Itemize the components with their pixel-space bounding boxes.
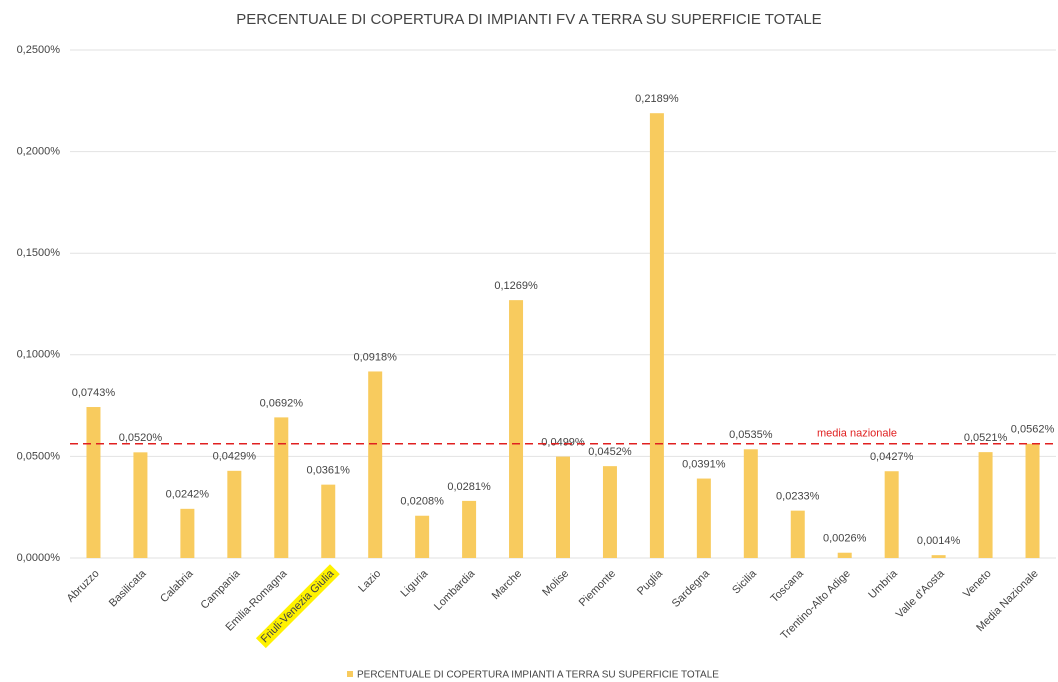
y-tick-label: 0,2500% [17,44,61,56]
x-tick-label: Toscana [768,567,806,605]
y-tick-label: 0,0000% [17,552,61,564]
data-label: 0,2189% [635,93,679,105]
bar [743,449,758,558]
x-tick: Lazio [356,568,383,595]
bar [180,508,195,558]
x-tick: Umbria [866,567,900,601]
bar [602,466,617,558]
x-tick: Friuli-Venezia Giulia [255,564,340,649]
data-label: 0,0281% [447,481,491,493]
x-tick: Toscana [768,567,806,605]
x-tick: Sicilia [730,567,759,596]
x-tick-label: Piemonte [577,568,618,609]
data-label: 0,0692% [260,397,304,409]
x-tick: Liguria [398,567,430,599]
data-label: 0,0233% [776,491,820,503]
x-tick: Marche [490,568,524,602]
x-tick-label: Valle d'Aosta [894,567,948,621]
x-tick-label: Liguria [398,567,430,599]
bar [368,371,383,558]
x-tick: Calabria [158,567,196,605]
data-label: 0,0429% [213,451,257,463]
x-tick-label: Molise [540,568,571,599]
y-tick-label: 0,2000% [17,146,61,158]
data-label: 0,0014% [917,535,961,547]
data-label: 0,0520% [119,432,163,444]
x-tick-label: Umbria [866,567,900,601]
x-tick: Veneto [961,568,994,601]
data-label: 0,0499% [541,437,585,449]
x-tick-label: Lombardia [432,567,478,613]
data-label: 0,1269% [494,280,538,292]
x-tick-label: Puglia [635,567,666,598]
x-tick: Valle d'Aosta [894,567,948,621]
legend-swatch [347,671,353,677]
bar [1025,443,1040,558]
x-tick: Puglia [635,567,666,598]
bar [790,510,805,558]
data-label: 0,0391% [682,458,726,470]
x-tick: Sardegna [670,567,713,610]
x-tick-label: Abruzzo [65,568,102,605]
x-tick: Basilicata [107,567,149,609]
x-tick-label: Sicilia [730,567,759,596]
x-tick-label: Sardegna [670,567,713,610]
data-label: 0,0743% [72,387,116,399]
bar [86,407,101,558]
x-tick: Piemonte [577,568,618,609]
x-tick-label: Marche [490,568,524,602]
bar [321,484,336,558]
x-tick-label: Campania [199,567,244,612]
data-label: 0,0521% [964,432,1008,444]
bar [978,452,993,558]
bar [227,470,242,558]
bar [462,500,477,558]
y-tick-label: 0,1500% [17,247,61,259]
y-tick-label: 0,1000% [17,349,61,361]
bar [931,555,946,558]
data-label: 0,0026% [823,533,867,545]
x-tick-label: Veneto [961,568,994,601]
x-tick: Abruzzo [65,568,102,605]
x-tick: Campania [199,567,244,612]
bar [133,452,148,558]
data-label: 0,0208% [400,496,444,508]
data-label: 0,0242% [166,489,210,501]
bar [556,456,570,558]
chart-title: PERCENTUALE DI COPERTURA DI IMPIANTI FV … [236,11,821,28]
bar [884,471,899,558]
data-label: 0,0918% [353,351,397,363]
bar [509,300,524,558]
bar [274,417,289,558]
bar [837,552,852,558]
bar [696,478,711,558]
x-tick-label: Lazio [356,568,383,595]
bar [649,113,664,559]
data-label: 0,0427% [870,451,914,463]
x-tick-label: Calabria [158,567,196,605]
y-tick-label: 0,0500% [17,450,61,462]
reference-label: media nazionale [817,428,897,440]
data-label: 0,0535% [729,429,773,441]
data-label: 0,0562% [1011,424,1055,436]
highlight [255,564,340,649]
data-label: 0,0361% [307,465,351,477]
bar [415,515,430,558]
x-tick: Lombardia [432,567,478,613]
legend-label: PERCENTUALE DI COPERTURA IMPIANTI A TERR… [357,670,719,681]
data-label: 0,0452% [588,446,632,458]
x-tick: Molise [540,568,571,599]
x-tick-label: Basilicata [107,567,149,609]
